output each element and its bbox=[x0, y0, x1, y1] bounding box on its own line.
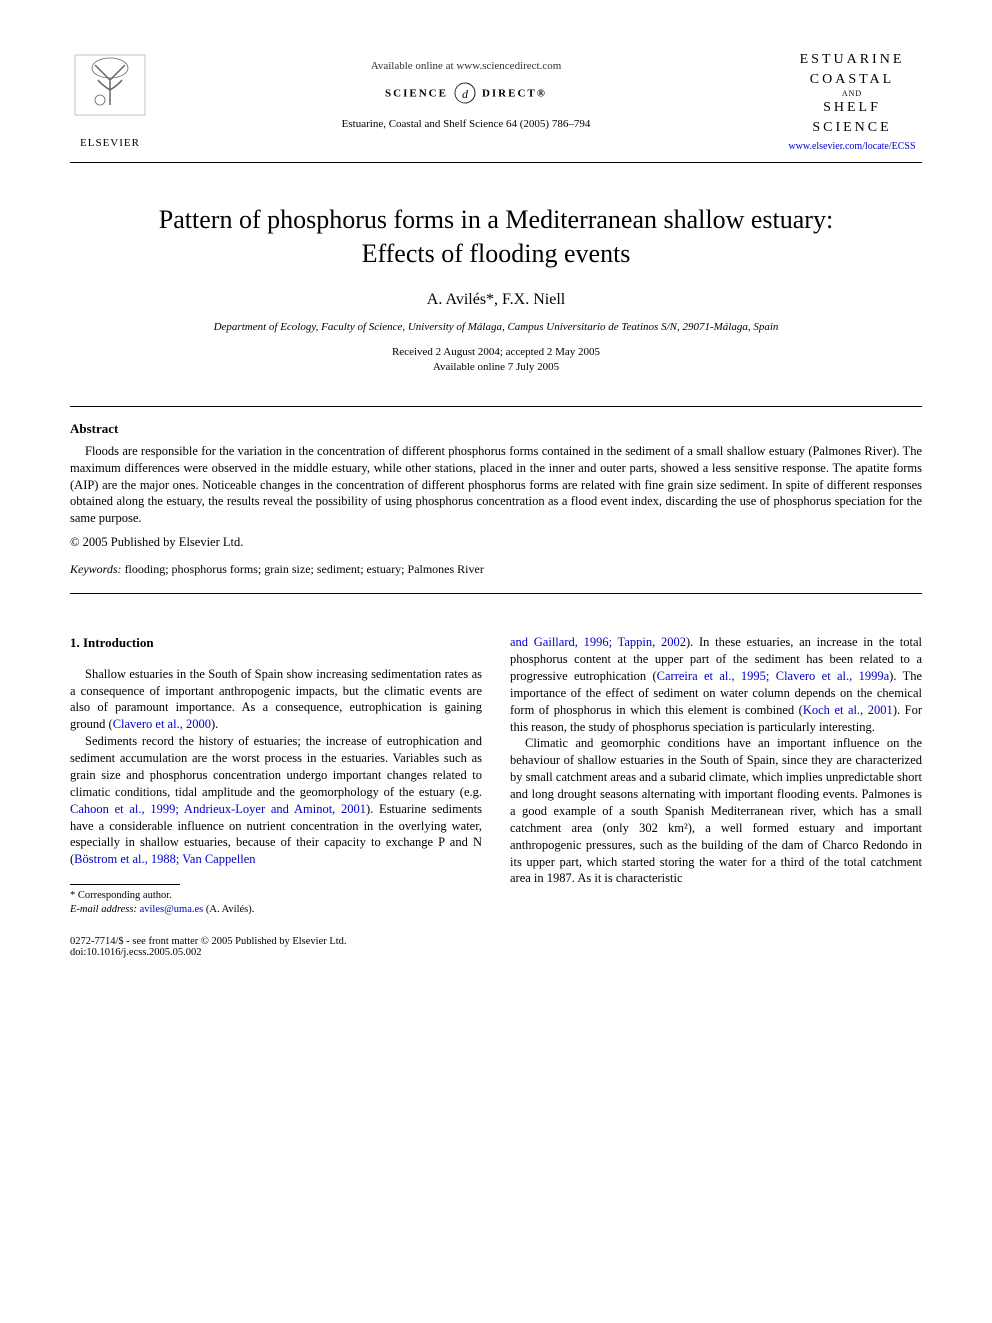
authors: A. Avilés*, F.X. Niell bbox=[70, 291, 922, 309]
journal-title-line3: SHELF SCIENCE bbox=[782, 98, 922, 137]
elsevier-logo-block: ELSEVIER bbox=[70, 50, 150, 149]
keywords: Keywords: flooding; phosphorus forms; gr… bbox=[70, 562, 922, 577]
left-column: 1. Introduction Shallow estuaries in the… bbox=[70, 634, 482, 916]
email-suffix: (A. Avilés). bbox=[206, 904, 255, 915]
article-title: Pattern of phosphorus forms in a Mediter… bbox=[130, 203, 862, 271]
citation-link[interactable]: Carreira et al., 1995; Clavero et al., 1… bbox=[657, 669, 890, 683]
header-rule bbox=[70, 162, 922, 163]
abstract-heading: Abstract bbox=[70, 421, 922, 437]
header-row: ELSEVIER Available online at www.science… bbox=[70, 50, 922, 152]
abstract-bottom-rule bbox=[70, 593, 922, 594]
abstract-body: Floods are responsible for the variation… bbox=[70, 444, 922, 526]
journal-url-link[interactable]: www.elsevier.com/locate/ECSS bbox=[782, 141, 922, 152]
citation-link[interactable]: Böstrom et al., 1988; Van Cappellen bbox=[74, 852, 255, 866]
article-dates: Received 2 August 2004; accepted 2 May 2… bbox=[70, 345, 922, 376]
journal-title-line2: COASTAL bbox=[782, 70, 922, 90]
paragraph-3: and Gaillard, 1996; Tappin, 2002). In th… bbox=[510, 634, 922, 735]
citation-link[interactable]: Cahoon et al., 1999; Andrieux-Loyer and … bbox=[70, 802, 366, 816]
citation-link[interactable]: and Gaillard, 1996; Tappin, 2002 bbox=[510, 635, 686, 649]
citation-link[interactable]: Koch et al., 2001 bbox=[803, 703, 893, 717]
abstract-text: Floods are responsible for the variation… bbox=[70, 443, 922, 527]
page-footer: 0272-7714/$ - see front matter © 2005 Pu… bbox=[70, 936, 922, 958]
paragraph-4: Climatic and geomorphic conditions have … bbox=[510, 735, 922, 887]
available-online-text: Available online at www.sciencedirect.co… bbox=[150, 60, 782, 72]
p2-text-a: Sediments record the history of estuarie… bbox=[70, 734, 482, 799]
doi-text: doi:10.1016/j.ecss.2005.05.002 bbox=[70, 947, 922, 958]
paragraph-1: Shallow estuaries in the South of Spain … bbox=[70, 666, 482, 734]
elsevier-tree-icon bbox=[70, 50, 150, 130]
p1-text-b: ). bbox=[211, 717, 218, 731]
journal-title-and: AND bbox=[782, 89, 922, 98]
footnote-rule bbox=[70, 884, 180, 885]
section-heading-intro: 1. Introduction bbox=[70, 634, 482, 652]
abstract-copyright: © 2005 Published by Elsevier Ltd. bbox=[70, 535, 922, 550]
sciencedirect-logo: SCIENCE d DIRECT® bbox=[150, 80, 782, 106]
elsevier-text: ELSEVIER bbox=[70, 137, 150, 149]
right-column: and Gaillard, 1996; Tappin, 2002). In th… bbox=[510, 634, 922, 916]
email-link[interactable]: aviles@uma.es bbox=[140, 904, 204, 915]
svg-text:d: d bbox=[462, 87, 469, 101]
paragraph-2: Sediments record the history of estuarie… bbox=[70, 733, 482, 868]
citation-link[interactable]: Clavero et al., 2000 bbox=[113, 717, 211, 731]
journal-reference: Estuarine, Coastal and Shelf Science 64 … bbox=[150, 118, 782, 130]
journal-title-line1: ESTUARINE bbox=[782, 50, 922, 70]
journal-logo-box: ESTUARINE COASTAL AND SHELF SCIENCE www.… bbox=[782, 50, 922, 152]
keywords-label: Keywords: bbox=[70, 562, 122, 576]
received-date: Received 2 August 2004; accepted 2 May 2… bbox=[392, 346, 600, 358]
keywords-text: flooding; phosphorus forms; grain size; … bbox=[125, 562, 484, 576]
email-footnote: E-mail address: aviles@uma.es (A. Avilés… bbox=[70, 903, 482, 917]
sd-swirl-icon: d bbox=[452, 80, 478, 106]
body-columns: 1. Introduction Shallow estuaries in the… bbox=[70, 634, 922, 916]
center-header: Available online at www.sciencedirect.co… bbox=[150, 50, 782, 130]
corresponding-footnote: * Corresponding author. bbox=[70, 889, 482, 903]
affiliation: Department of Ecology, Faculty of Scienc… bbox=[70, 321, 922, 333]
online-date: Available online 7 July 2005 bbox=[433, 361, 559, 373]
issn-text: 0272-7714/$ - see front matter © 2005 Pu… bbox=[70, 936, 922, 947]
email-label: E-mail address: bbox=[70, 904, 137, 915]
